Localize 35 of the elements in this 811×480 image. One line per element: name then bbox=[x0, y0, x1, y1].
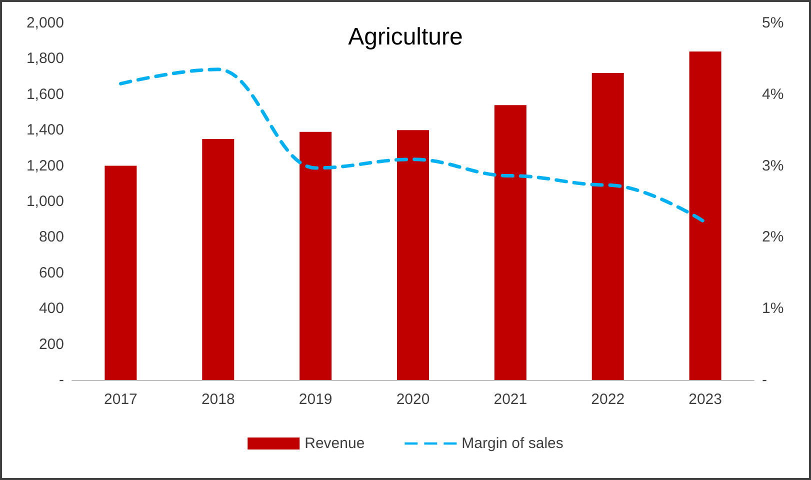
y-tick-label: 800 bbox=[38, 228, 64, 246]
y-tick-label: - bbox=[59, 372, 64, 388]
x-tick-label: 2021 bbox=[494, 391, 528, 408]
bar bbox=[494, 105, 526, 380]
bar bbox=[202, 139, 234, 380]
x-tick-label: 2023 bbox=[688, 391, 722, 408]
x-tick-label: 2020 bbox=[396, 391, 430, 408]
y-tick-label: 400 bbox=[38, 300, 64, 318]
bar bbox=[397, 130, 429, 380]
y-tick-label: 600 bbox=[38, 264, 64, 282]
x-tick-label: 2022 bbox=[591, 391, 625, 408]
chart-title: Agriculture bbox=[348, 24, 463, 50]
bar bbox=[689, 52, 722, 380]
x-tick-label: 2019 bbox=[298, 391, 332, 408]
bar bbox=[300, 132, 332, 380]
y-tick-label: 1,400 bbox=[26, 122, 64, 139]
bar bbox=[104, 166, 137, 380]
legend-label: Revenue bbox=[304, 435, 365, 452]
legend-label: Margin of sales bbox=[462, 435, 564, 452]
y2-tick-label: 4% bbox=[762, 86, 784, 103]
y2-tick-label: - bbox=[762, 372, 767, 388]
y2-tick-label: 2% bbox=[762, 228, 784, 246]
y-tick-label: 2,000 bbox=[26, 14, 64, 32]
line-series bbox=[118, 68, 708, 224]
y-tick-label: 1,800 bbox=[26, 50, 64, 68]
y-tick-label: 1,600 bbox=[26, 86, 64, 103]
y-tick-label: 200 bbox=[38, 336, 64, 353]
y2-tick-label: 1% bbox=[762, 300, 784, 318]
x-tick-label: 2017 bbox=[104, 391, 138, 408]
y-tick-label: 1,200 bbox=[26, 157, 64, 174]
y2-tick-label: 5% bbox=[762, 14, 784, 32]
y-tick-label: 1,000 bbox=[26, 193, 64, 210]
x-tick-label: 2018 bbox=[201, 391, 235, 408]
bar bbox=[592, 72, 624, 380]
y2-tick-label: 3% bbox=[762, 157, 784, 174]
